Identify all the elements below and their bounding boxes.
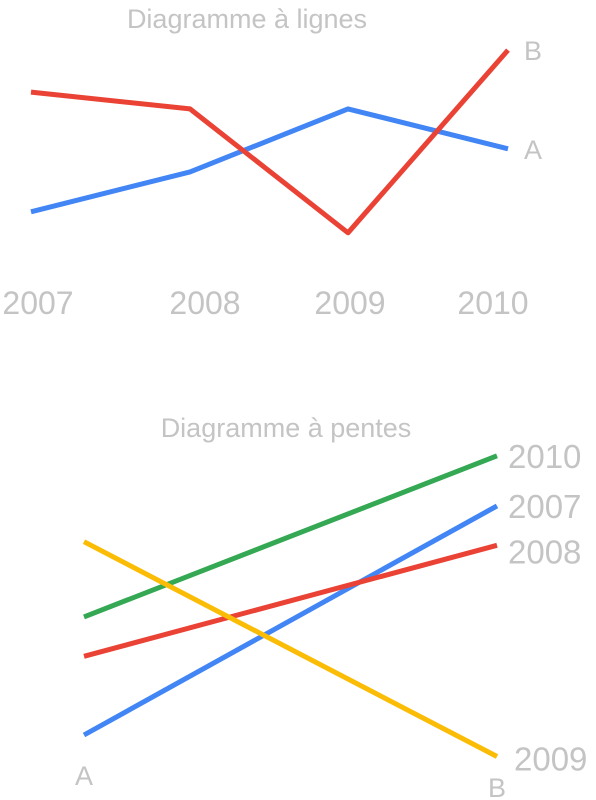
slope-chart: A B 2010 2007 2008 2009 [75,438,587,800]
line-chart-title: Diagramme à lignes [127,4,367,34]
slope-axis-label-a: A [75,761,93,791]
x-tick-label-2007: 2007 [2,285,73,321]
series-label-b: B [524,36,542,66]
slope-series-label-2007: 2007 [508,488,581,525]
line-chart: 2007 2008 2009 2010 A B [2,36,542,321]
x-tick-label-2008: 2008 [169,285,240,321]
series-line-b [30,48,510,236]
slope-line-2007 [82,503,499,738]
x-tick-label-2009: 2009 [314,285,385,321]
x-tick-label-2010: 2010 [457,285,528,321]
slope-chart-title: Diagramme à pentes [161,413,412,443]
slope-series-label-2008: 2008 [508,533,581,570]
slope-line-2008 [83,542,498,659]
slope-line-2010 [83,453,498,620]
series-line-a [30,106,509,215]
slope-series-label-2010: 2010 [508,438,581,475]
slope-series-label-2009: 2009 [514,741,587,778]
series-label-a: A [524,135,542,165]
slope-axis-label-b: B [488,773,506,800]
slope-line-2009 [82,539,499,759]
